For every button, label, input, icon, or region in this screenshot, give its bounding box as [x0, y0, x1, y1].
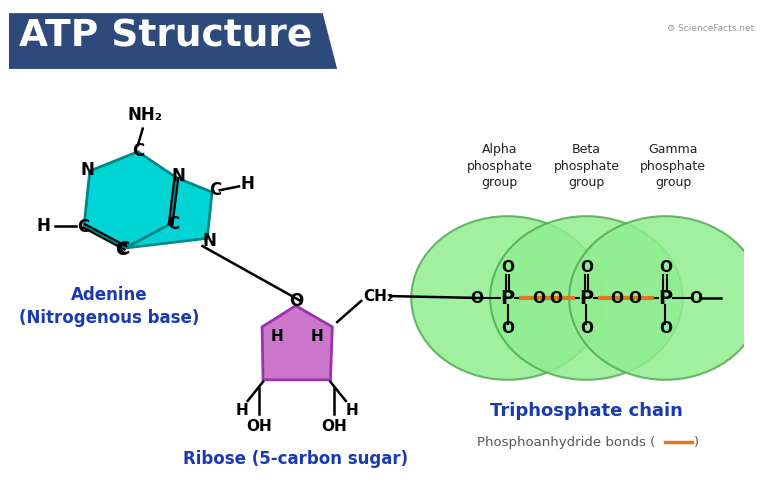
Text: H: H — [240, 175, 254, 194]
Text: O: O — [580, 321, 593, 336]
Text: O: O — [659, 260, 672, 275]
Text: H: H — [271, 329, 284, 344]
Text: P: P — [579, 288, 594, 307]
Text: P: P — [501, 288, 515, 307]
Text: O: O — [501, 321, 514, 336]
Ellipse shape — [569, 216, 762, 380]
Polygon shape — [84, 152, 177, 248]
Text: O: O — [531, 290, 545, 305]
Text: Beta
phosphate
group: Beta phosphate group — [554, 143, 620, 189]
Text: C: C — [167, 215, 180, 233]
Text: C: C — [209, 181, 221, 199]
Polygon shape — [262, 306, 333, 380]
Text: ): ) — [694, 436, 700, 449]
Text: CH₂: CH₂ — [363, 288, 394, 304]
Text: NH₂: NH₂ — [127, 106, 162, 124]
Text: Triphosphate chain: Triphosphate chain — [490, 402, 683, 420]
Text: O: O — [580, 260, 593, 275]
Text: Adenine
(Nitrogenous base): Adenine (Nitrogenous base) — [19, 287, 199, 327]
Polygon shape — [125, 178, 212, 248]
Text: O: O — [289, 292, 303, 310]
Text: H: H — [236, 403, 248, 418]
Text: Phosphoanhydride bonds (: Phosphoanhydride bonds ( — [477, 436, 655, 449]
Text: Alpha
phosphate
group: Alpha phosphate group — [467, 143, 533, 189]
Text: Gamma
phosphate
group: Gamma phosphate group — [640, 143, 706, 189]
Text: O: O — [549, 290, 562, 305]
Text: Ribose (5-carbon sugar): Ribose (5-carbon sugar) — [184, 450, 409, 468]
Text: OH: OH — [247, 418, 272, 434]
Text: C: C — [77, 218, 89, 236]
Text: N: N — [202, 232, 216, 250]
Ellipse shape — [490, 216, 683, 380]
Text: C: C — [132, 142, 144, 160]
Text: O: O — [659, 321, 672, 336]
Text: O: O — [611, 290, 624, 305]
Text: N: N — [81, 161, 94, 179]
Text: H: H — [345, 403, 358, 418]
Text: H: H — [37, 217, 51, 235]
Text: ⚙ ScienceFacts.net: ⚙ ScienceFacts.net — [667, 24, 754, 33]
Polygon shape — [9, 13, 337, 69]
Text: O: O — [690, 290, 703, 305]
Ellipse shape — [411, 216, 604, 380]
Text: C: C — [115, 241, 127, 259]
Text: C: C — [118, 240, 130, 258]
Text: O: O — [501, 260, 514, 275]
Text: O: O — [470, 290, 483, 305]
Text: ATP Structure: ATP Structure — [18, 18, 312, 54]
Text: O: O — [628, 290, 641, 305]
Text: H: H — [310, 329, 323, 344]
Text: N: N — [171, 167, 185, 185]
Text: P: P — [658, 288, 673, 307]
Text: OH: OH — [321, 418, 347, 434]
